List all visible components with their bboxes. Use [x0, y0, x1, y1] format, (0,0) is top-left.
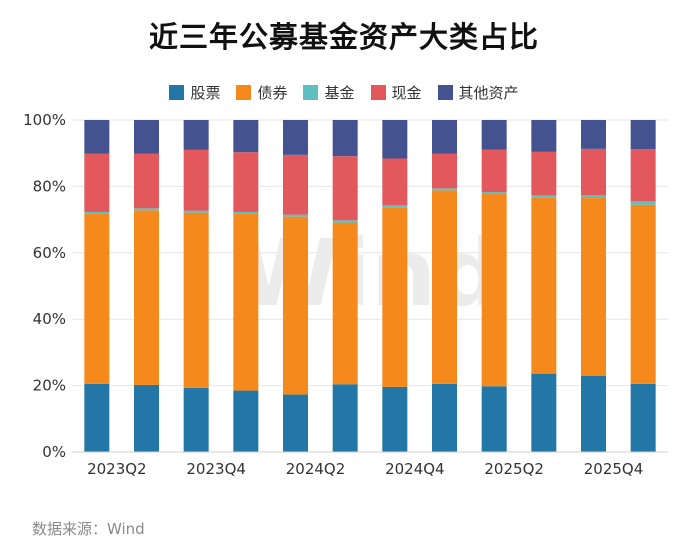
bar-2023Q2-3 [84, 153, 110, 212]
bar-2025Q3-0 [531, 373, 557, 452]
y-tick-label-3: 60% [33, 244, 66, 262]
legend-item-4: 其他资产 [437, 82, 519, 103]
bar-2025Q2-1 [481, 194, 507, 387]
legend-label-4: 其他资产 [458, 84, 519, 102]
bar-2023Q3-0 [134, 384, 159, 452]
bar-2025Q2-4 [481, 120, 507, 150]
bar-2025Q3-1 [531, 197, 557, 374]
bar-2025Q4-3 [581, 148, 606, 196]
bar-2026Q1-0 [630, 383, 656, 452]
legend-label-2: 基金 [324, 84, 355, 102]
bar-2024Q2-0 [283, 394, 308, 452]
bar-2024Q1-4 [233, 120, 259, 153]
legend-item-0: 股票 [169, 82, 220, 103]
bar-2025Q2-3 [481, 149, 507, 193]
legend-swatch-4 [437, 85, 453, 100]
legend-swatch-1 [236, 85, 252, 100]
data-source: 数据来源：Wind [32, 520, 145, 538]
y-tick-label-4: 80% [33, 177, 66, 195]
legend-item-3: 现金 [370, 82, 422, 103]
bar-2025Q1-1 [432, 190, 457, 384]
bar-2024Q1-2 [233, 211, 259, 214]
bar-2025Q1-4 [432, 120, 457, 154]
bar-2023Q2-2 [84, 211, 110, 214]
chart-title: 近三年公募基金资产大类占比 [148, 20, 539, 54]
bar-2025Q1-2 [432, 188, 457, 191]
bar-2023Q4-3 [183, 149, 209, 211]
chart-legend: 股票 债券 基金 现金 其他资产 [0, 82, 688, 103]
x-tick-label-5: 2025Q4 [584, 460, 644, 478]
x-tick-label-2: 2024Q2 [286, 460, 346, 478]
y-tick-label-2: 40% [33, 310, 66, 328]
bar-2024Q1-3 [233, 152, 259, 212]
bar-2025Q1-0 [432, 383, 457, 452]
bar-2026Q1-2 [630, 201, 656, 205]
bar-2025Q2-0 [481, 386, 507, 452]
bar-2024Q4-3 [382, 158, 408, 206]
legend-label-1: 债券 [257, 84, 288, 102]
watermark-text: Wind [238, 220, 502, 327]
bar-2025Q3-2 [531, 195, 557, 198]
bar-2023Q4-2 [183, 210, 209, 213]
bar-2024Q2-1 [283, 216, 308, 395]
bar-2024Q4-4 [382, 120, 408, 159]
legend-item-2: 基金 [303, 82, 355, 103]
bar-2024Q4-2 [382, 205, 408, 208]
bar-2024Q3-2 [332, 220, 358, 223]
y-tick-label-0: 0% [42, 443, 66, 461]
bar-2024Q3-4 [332, 120, 358, 157]
legend-swatch-0 [169, 85, 185, 100]
bar-2024Q3-3 [332, 156, 358, 221]
x-tick-label-3: 2024Q4 [385, 460, 445, 478]
bar-2023Q3-1 [134, 210, 159, 385]
bar-2023Q2-4 [84, 120, 110, 154]
bar-2024Q2-2 [283, 214, 308, 217]
y-tick-label-1: 20% [33, 377, 66, 395]
bar-2024Q4-1 [382, 207, 408, 387]
bar-2024Q3-0 [332, 384, 358, 452]
bar-2025Q3-4 [531, 120, 557, 152]
legend-item-1: 债券 [236, 82, 287, 103]
y-tick-label-5: 100% [23, 111, 66, 129]
legend-swatch-2 [303, 85, 319, 100]
bar-2026Q1-1 [630, 204, 656, 384]
bar-2026Q1-3 [630, 149, 656, 202]
bar-2024Q4-0 [382, 386, 408, 452]
bar-2025Q4-0 [581, 375, 606, 452]
legend-label-0: 股票 [190, 84, 221, 102]
bar-2023Q3-2 [134, 208, 159, 211]
legend-swatch-3 [370, 85, 386, 100]
bar-2025Q4-2 [581, 195, 606, 199]
bar-2024Q2-4 [283, 120, 308, 155]
bar-2025Q3-3 [531, 151, 557, 196]
bar-2026Q1-4 [630, 120, 656, 150]
bar-2025Q2-2 [481, 192, 507, 195]
bar-2025Q4-4 [581, 120, 606, 149]
bar-2025Q1-3 [432, 153, 457, 189]
bar-2023Q2-0 [84, 383, 110, 452]
legend-label-3: 现金 [391, 84, 422, 102]
bar-2023Q3-4 [134, 120, 159, 154]
bar-2023Q2-1 [84, 213, 110, 384]
x-tick-label-4: 2025Q2 [484, 460, 544, 478]
x-tick-label-1: 2023Q4 [186, 460, 246, 478]
bar-2023Q3-3 [134, 153, 159, 209]
bar-2024Q2-3 [283, 154, 308, 215]
x-tick-label-0: 2023Q2 [87, 460, 147, 478]
bar-2024Q3-1 [332, 222, 358, 385]
bar-2023Q4-1 [183, 212, 209, 388]
bar-2024Q1-0 [233, 390, 259, 452]
bar-2023Q4-4 [183, 120, 209, 150]
bar-2025Q4-1 [581, 198, 606, 376]
bar-2023Q4-0 [183, 387, 209, 452]
bar-2024Q1-1 [233, 213, 259, 391]
